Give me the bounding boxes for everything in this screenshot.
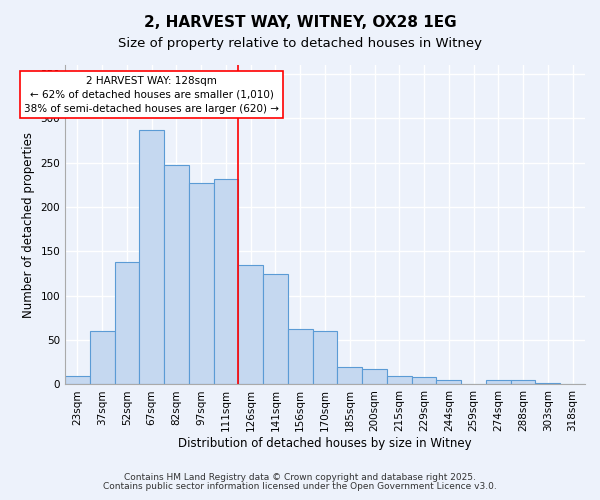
X-axis label: Distribution of detached houses by size in Witney: Distribution of detached houses by size …	[178, 437, 472, 450]
Text: 2 HARVEST WAY: 128sqm
← 62% of detached houses are smaller (1,010)
38% of semi-d: 2 HARVEST WAY: 128sqm ← 62% of detached …	[24, 76, 279, 114]
Bar	[535, 382, 560, 384]
Bar	[263, 274, 288, 384]
Bar	[115, 262, 139, 384]
Text: 2, HARVEST WAY, WITNEY, OX28 1EG: 2, HARVEST WAY, WITNEY, OX28 1EG	[143, 15, 457, 30]
Bar	[436, 380, 461, 384]
Text: Contains HM Land Registry data © Crown copyright and database right 2025.: Contains HM Land Registry data © Crown c…	[124, 474, 476, 482]
Bar	[288, 328, 313, 384]
Bar	[238, 264, 263, 384]
Bar	[412, 378, 436, 384]
Text: Size of property relative to detached houses in Witney: Size of property relative to detached ho…	[118, 38, 482, 51]
Bar	[214, 178, 238, 384]
Bar	[139, 130, 164, 384]
Bar	[486, 380, 511, 384]
Bar	[387, 376, 412, 384]
Text: Contains public sector information licensed under the Open Government Licence v3: Contains public sector information licen…	[103, 482, 497, 491]
Bar	[164, 166, 189, 384]
Bar	[189, 183, 214, 384]
Bar	[362, 370, 387, 384]
Bar	[511, 380, 535, 384]
Bar	[65, 376, 90, 384]
Y-axis label: Number of detached properties: Number of detached properties	[22, 132, 35, 318]
Bar	[90, 331, 115, 384]
Bar	[313, 331, 337, 384]
Bar	[337, 366, 362, 384]
